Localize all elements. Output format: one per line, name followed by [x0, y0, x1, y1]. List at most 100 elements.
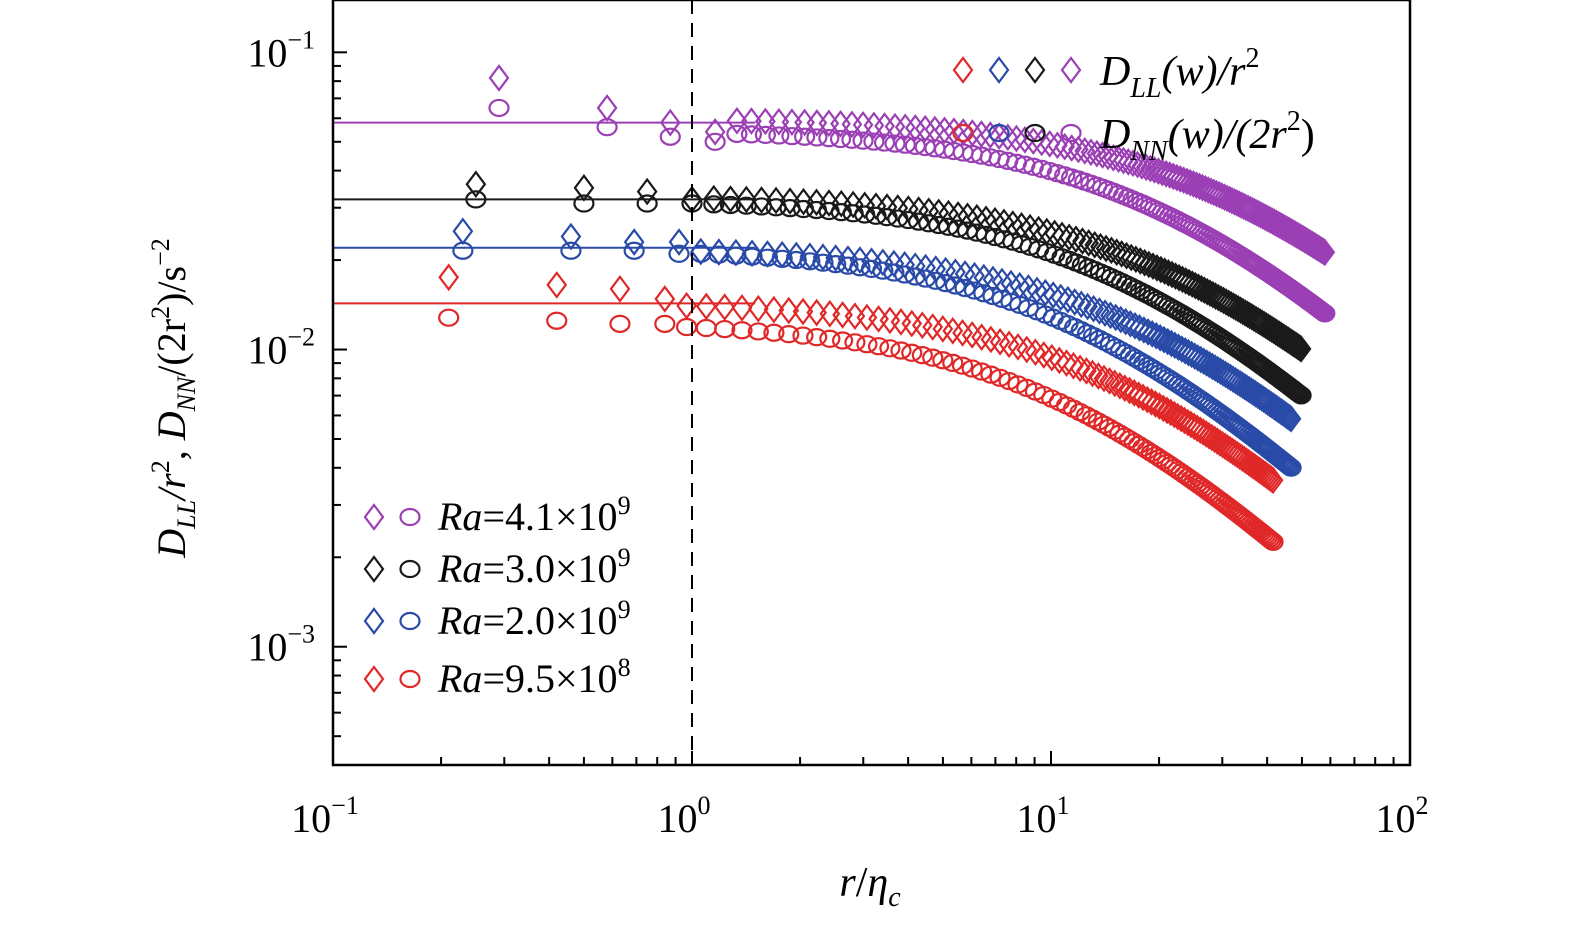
circle-point [623, 241, 645, 260]
diamond-point [1262, 466, 1284, 495]
diamond-point [488, 64, 510, 92]
circle-point [771, 249, 793, 268]
circle-point [763, 323, 785, 342]
diamond-point [1174, 406, 1195, 435]
circle-point [1275, 454, 1297, 473]
diamond-point [751, 186, 772, 214]
series-2 [333, 170, 1312, 405]
plot-frame [331, 0, 1412, 767]
circle-point [668, 244, 690, 263]
circle-point [980, 365, 1002, 384]
circle-point [1081, 409, 1104, 428]
circle-point [714, 319, 736, 339]
circle-point [872, 261, 894, 280]
circle-point [904, 267, 926, 286]
circle-point [911, 346, 933, 365]
diamond-point [1160, 329, 1182, 358]
diamond-point [1163, 400, 1185, 429]
legend-diamond-marker [1060, 56, 1082, 84]
diamond-point [465, 170, 487, 199]
diamond-point [1065, 225, 1087, 254]
diamond-point [765, 186, 787, 215]
circle-point [1277, 455, 1299, 475]
circle-point [841, 130, 863, 149]
circle-point [785, 250, 807, 270]
diamond-point [1076, 357, 1097, 385]
circle-point [1262, 532, 1284, 551]
ra-legend-diamond [363, 503, 385, 531]
diamond-point [1000, 269, 1022, 298]
legend-diamond-marker [952, 56, 974, 84]
diamond-point [1048, 346, 1070, 375]
circle-point [1280, 458, 1302, 477]
circle-point [560, 241, 582, 260]
diamond-point [1131, 152, 1153, 180]
series-1 [333, 64, 1336, 323]
diamond-point [1072, 227, 1093, 255]
circle-point [731, 321, 753, 340]
diamond-point [654, 285, 676, 313]
circle-point [1098, 418, 1121, 437]
ra-legend-circle [399, 669, 421, 689]
diamond-point [1208, 180, 1230, 209]
circle-point [973, 284, 995, 303]
diamond-point [714, 293, 736, 321]
diamond-point [1206, 179, 1227, 208]
marker-legend: DLL(w)/r2 DNN(w)/(2r2) [952, 43, 1315, 167]
diamond-point [703, 184, 725, 213]
circle-point [818, 129, 840, 148]
diamond-point [1051, 221, 1073, 250]
diamond-point [1214, 183, 1235, 211]
circle-point [659, 127, 681, 146]
y-tick-label: 10−2 [247, 323, 315, 373]
diamond-point [1011, 211, 1032, 240]
circle-point [1273, 453, 1295, 472]
diamond-point [1164, 331, 1186, 360]
diamond-point [779, 187, 801, 215]
diamond-point [1047, 131, 1068, 160]
diamond-point [984, 206, 1006, 235]
ra-legend-circle [399, 611, 421, 631]
circle-point [844, 333, 866, 352]
diamond-point [1087, 362, 1109, 390]
circle-point [1094, 332, 1116, 351]
diamond-point [1154, 257, 1176, 286]
diamond-point [1014, 125, 1036, 154]
diamond-point [1094, 299, 1116, 327]
diamond-point [1069, 354, 1091, 383]
diamond-point [668, 228, 690, 256]
diamond-point [806, 298, 828, 327]
circle-point [703, 195, 725, 214]
diamond-point [1280, 404, 1302, 433]
diamond-point [812, 243, 834, 271]
diamond-point [1146, 254, 1168, 282]
circle-point [792, 326, 814, 345]
diamond-point [1167, 402, 1189, 431]
x-axis-label: r/ηc [839, 860, 901, 913]
diamond-point [1093, 364, 1115, 393]
x-tick-label: 102 [1376, 791, 1429, 841]
diamond-point [1078, 229, 1100, 257]
circle-point [884, 134, 906, 153]
diamond-point [695, 292, 717, 321]
diamond-point [438, 263, 460, 292]
circle-point [654, 314, 676, 333]
circle-point [890, 341, 912, 360]
circle-point [546, 311, 568, 330]
circle-point [873, 133, 896, 152]
diamond-point [636, 177, 658, 206]
diamond-point [1140, 154, 1161, 183]
circle-point [831, 331, 854, 350]
circle-point [932, 351, 954, 370]
legend-circle-marker [952, 123, 974, 143]
diamond-point [1104, 369, 1126, 398]
circle-point [488, 98, 510, 118]
diamond-point [1067, 135, 1089, 164]
circle-point [719, 195, 742, 215]
diamond-point [1149, 323, 1171, 352]
diamond-point [1054, 132, 1076, 161]
series-3 [333, 217, 1302, 477]
diamond-point [1090, 232, 1111, 261]
diamond-point [731, 294, 753, 322]
diamond-point [1044, 219, 1065, 248]
